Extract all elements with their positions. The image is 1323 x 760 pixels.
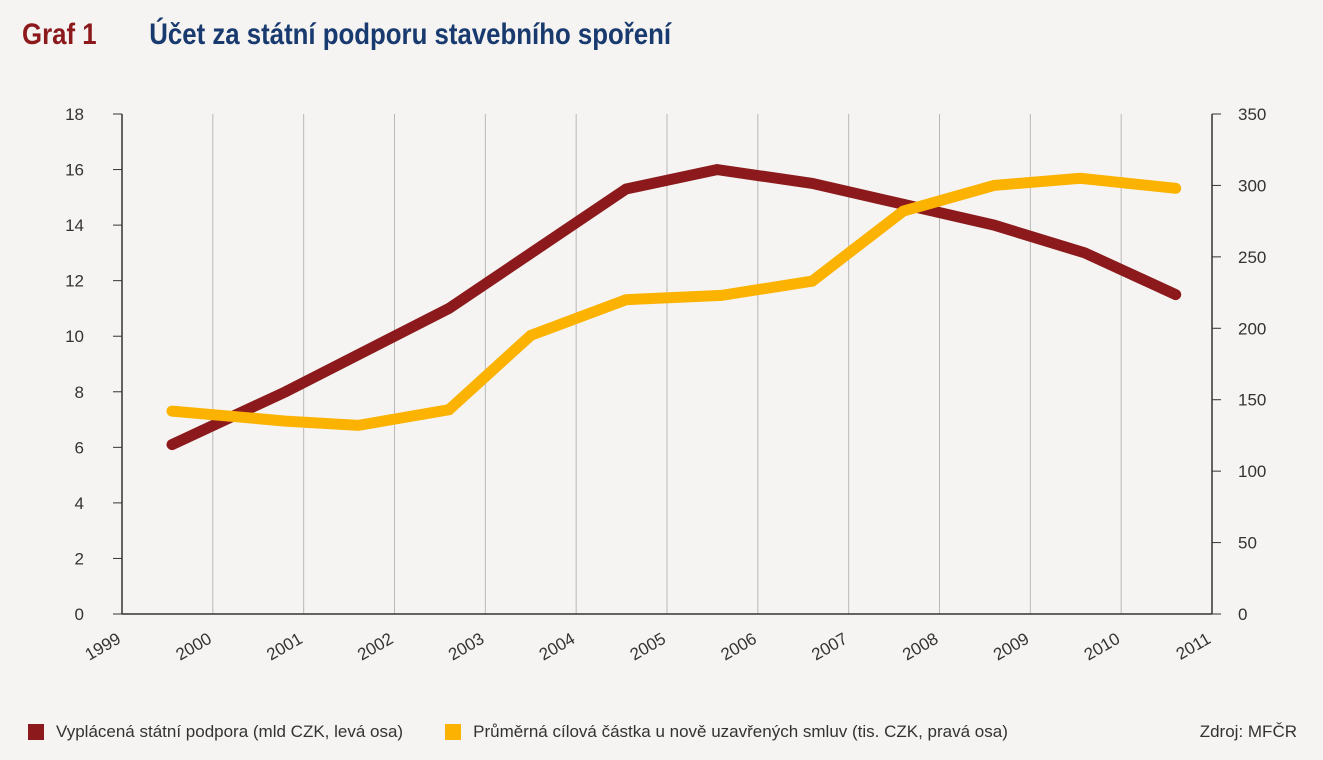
legend-item-support: Vyplácená státní podpora (mld CZK, levá …: [28, 722, 403, 742]
x-tick-label-2005: 2005: [627, 629, 669, 664]
right-tick-label-300: 300: [1238, 176, 1266, 195]
legend-item-target-amount: Průměrná cílová částka u nově uzavřených…: [445, 722, 1008, 742]
left-tick-label-16: 16: [65, 161, 84, 180]
x-tick-label-1999: 1999: [82, 629, 124, 664]
right-tick-label-50: 50: [1238, 534, 1257, 553]
left-tick-label-18: 18: [65, 105, 84, 124]
line-chart: 0 2 4 6 8 10 12 14 16 18 0 50 100 150 200 250 300 350 1999…: [65, 105, 1266, 664]
right-tick-label-150: 150: [1238, 391, 1266, 410]
legend-swatch-support: [28, 724, 44, 740]
legend-label-target-amount: Průměrná cílová částka u nově uzavřených…: [473, 722, 1008, 741]
x-tick-label-2004: 2004: [536, 629, 578, 664]
x-tick-label-2002: 2002: [354, 629, 396, 664]
x-tick-label-2009: 2009: [990, 629, 1032, 664]
left-tick-label-6: 6: [75, 438, 84, 457]
series-line-2: [166, 172, 1182, 431]
x-tick-label-2007: 2007: [808, 629, 850, 664]
right-tick-label-200: 200: [1238, 319, 1266, 338]
right-tick-label-100: 100: [1238, 462, 1266, 481]
left-tick-label-10: 10: [65, 327, 84, 346]
left-tick-label-0: 0: [75, 605, 84, 624]
left-tick-label-8: 8: [75, 383, 84, 402]
chart-legend: Vyplácená státní podpora (mld CZK, levá …: [28, 722, 1297, 742]
x-tick-label-2000: 2000: [173, 629, 215, 664]
legend-label-support: Vyplácená státní podpora (mld CZK, levá …: [56, 722, 404, 741]
left-tick-label-4: 4: [75, 494, 84, 513]
chart-heading: Graf 1 Účet za státní podporu stavebního…: [22, 18, 671, 52]
left-tick-label-14: 14: [65, 216, 84, 235]
x-tick-label-2006: 2006: [718, 629, 760, 664]
legend-swatch-target-amount: [445, 724, 462, 740]
x-tick-label-2003: 2003: [445, 629, 487, 664]
source-note: Zdroj: MFČR: [1199, 722, 1297, 741]
series-line-1: [166, 164, 1182, 451]
right-tick-label-250: 250: [1238, 248, 1266, 267]
x-tick-label-2011: 2011: [1173, 629, 1214, 664]
left-tick-label-2: 2: [75, 549, 84, 568]
chart-title: Účet za státní podporu stavebního spořen…: [149, 18, 672, 51]
x-tick-label-2010: 2010: [1081, 629, 1123, 664]
right-tick-label-350: 350: [1238, 105, 1266, 124]
left-tick-label-12: 12: [65, 272, 84, 291]
x-tick-label-2008: 2008: [899, 629, 941, 664]
figure-number: Graf 1: [22, 18, 97, 51]
x-tick-label-2001: 2001: [263, 629, 305, 664]
right-tick-label-0: 0: [1238, 605, 1247, 624]
